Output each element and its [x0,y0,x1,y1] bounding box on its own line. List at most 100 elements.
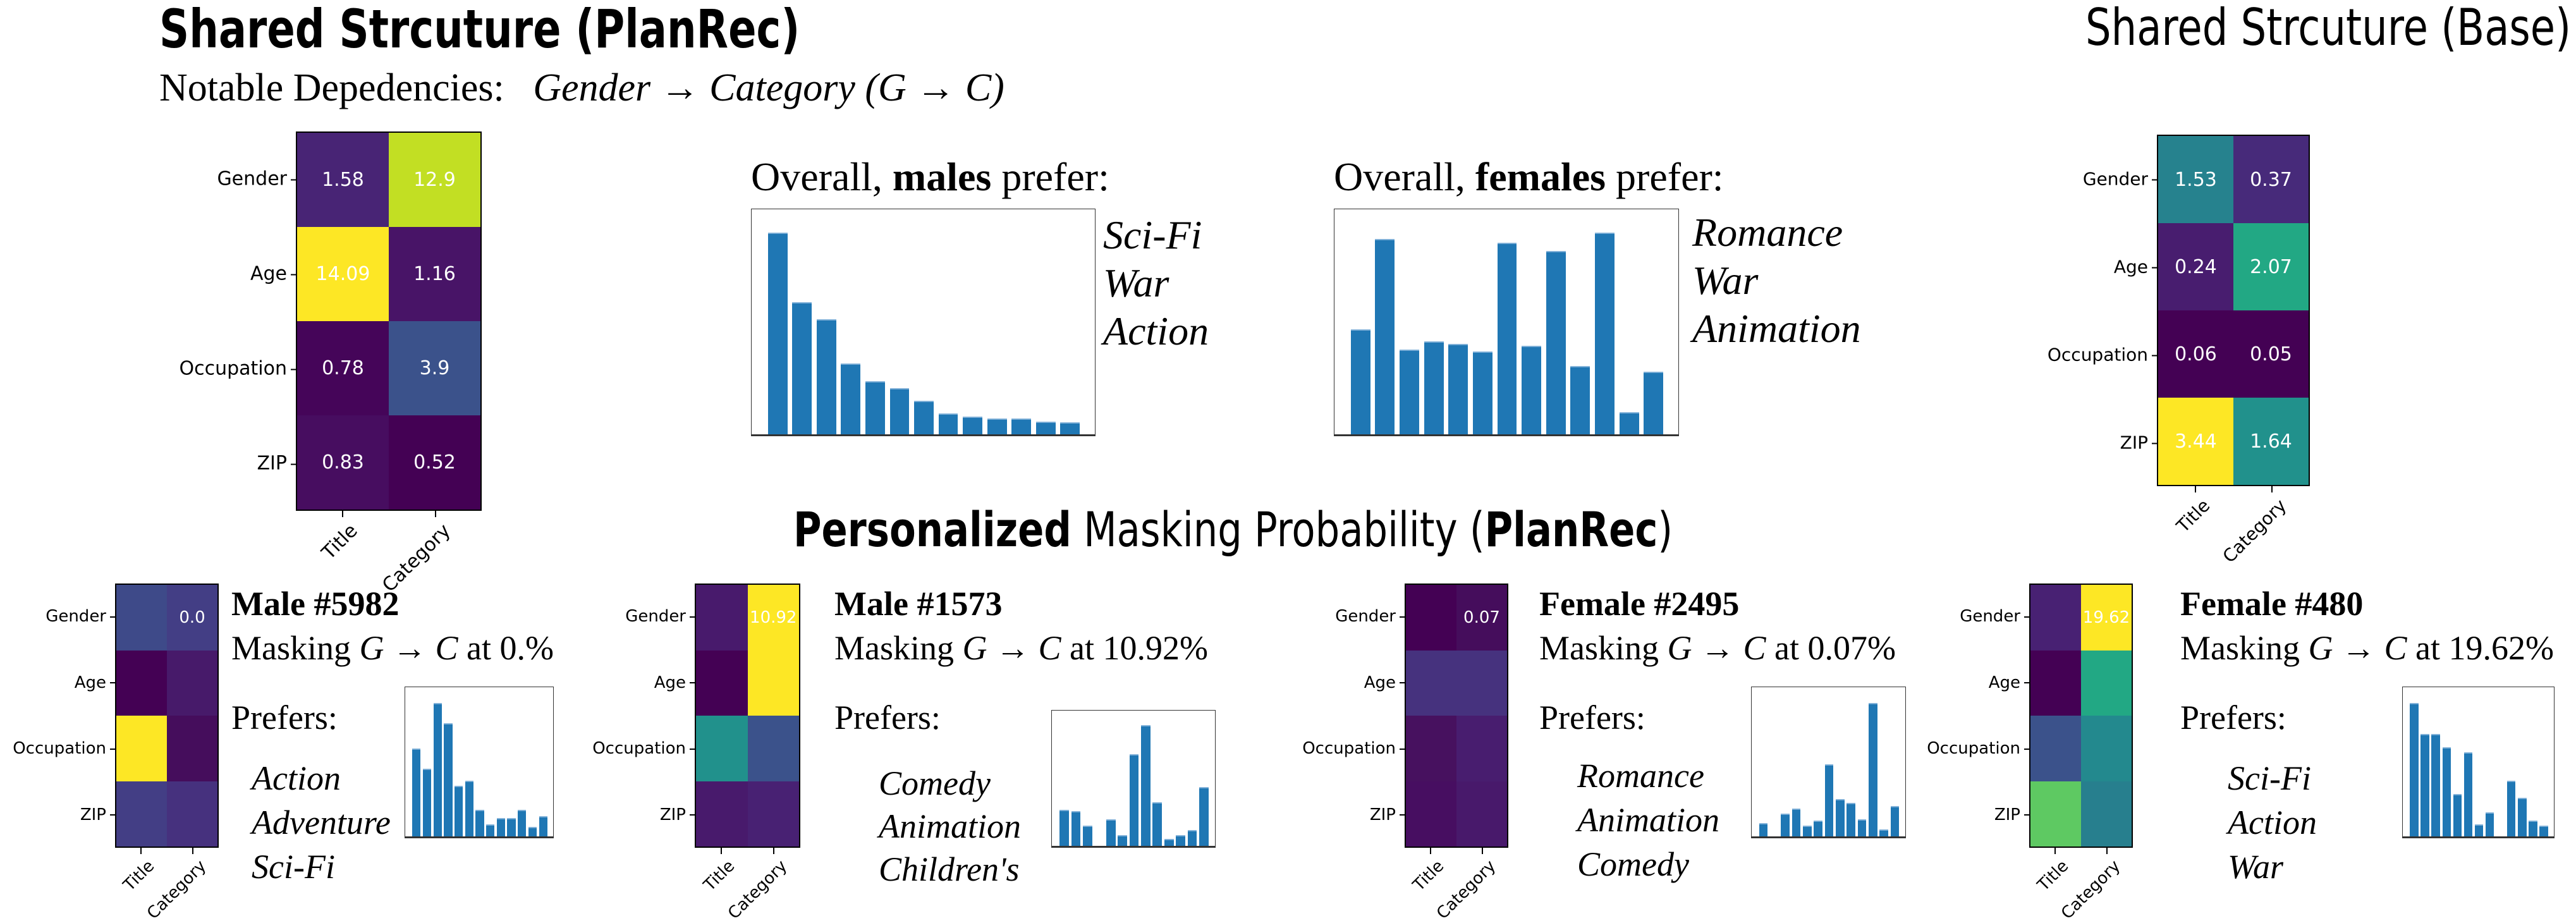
bar [528,827,537,836]
personalized-model: PlanRec [1484,501,1658,558]
bar [1118,834,1127,846]
bar [2431,733,2441,836]
heatmap-cell [2081,781,2132,847]
heatmap-col-label: Title [2034,857,2073,895]
heatmap-cell [1456,716,1507,781]
overall-suffix: prefer: [1606,154,1724,199]
heatmap-x-tick [2271,486,2273,492]
bar [1570,365,1590,434]
heatmap-cell [116,781,167,847]
prefers-label: Prefers: [231,699,338,737]
masking-math: G → C [2308,629,2407,667]
genre-label: Sci-Fi [2228,759,2311,797]
bar [1868,703,1877,836]
bar-plot-area [751,209,1096,436]
overall-group: females [1475,154,1606,199]
genre-label: Animation [1692,306,1861,351]
heatmap-cell [167,781,217,847]
masking-math: G → C [962,629,1061,667]
planrec-shared-title: Shared Strcuture (PlanRec) [159,0,800,60]
heatmap-cell [2030,650,2081,716]
masking-line: Masking G → C at 10.92% [834,631,1208,665]
heatmap-cell [116,716,167,781]
heatmap-x-tick [434,511,436,517]
personalized-bold: Personalized [793,501,1071,558]
heatmap-col-label: Title [2172,495,2214,537]
bar [1802,826,1812,836]
bar [889,388,910,434]
bar-plot-area [1051,710,1216,848]
heatmap-grid: 0.0 [115,584,219,848]
heatmap-col-label: Category [2218,495,2290,567]
heatmap-cell: 12.9 [389,133,480,227]
heatmap-cell [1406,650,1456,716]
bar [1375,238,1395,434]
user-genres-male-1573: Comedy Animation Children's [879,766,1021,895]
heatmap-cell: 0.06 [2158,310,2233,398]
genre-label: Action [1103,309,1209,353]
bar [1781,814,1790,836]
bar [486,824,495,836]
bar [1546,251,1566,434]
heatmap-row-label: Gender [1335,607,1405,626]
heatmap-row-label: Age [1364,673,1405,692]
heatmap-cell [2030,716,2081,781]
bar [1890,805,1900,836]
bar [1595,233,1615,434]
heatmap-row-label: Age [75,673,115,692]
heatmap-grid: 19.62 [2029,584,2133,848]
overall-group: males [892,154,992,199]
masking-suffix: at 0.07% [1766,629,1896,667]
bar [1129,754,1139,846]
heatmap-cell [1456,781,1507,847]
genre-label: War [1103,260,1169,305]
genre-label: Animation [1577,801,1719,839]
prefers-label: Prefers: [1539,699,1645,737]
bar [1011,418,1032,434]
females-overall-genres: Romance War Animation [1692,212,1861,357]
bar [963,416,983,434]
heatmap-row-label: Gender [1960,607,2029,626]
heatmap-cell: 2.07 [2233,223,2309,310]
heatmap-col-label: Title [1409,857,1448,895]
heatmap-cell [116,585,167,651]
prefers-label: Prefers: [2180,699,2286,737]
masking-prefix: Masking [834,629,963,667]
notable-dependencies: Notable Depedencies: Gender → Category (… [159,68,1004,107]
heatmap-row-label: Occupation [1302,739,1405,758]
overall-suffix: prefer: [991,154,1109,199]
heatmap-cell [696,585,748,651]
bar [1059,809,1069,846]
heatmap-row-label: Occupation [2048,344,2157,365]
heatmap-cell: 3.44 [2158,398,2233,485]
heatmap-cell: 3.9 [389,321,480,415]
heatmap-row-label: ZIP [257,453,296,475]
bar-plot-area [1751,687,1906,838]
heatmap-row-label: Gender [2083,168,2157,189]
bar [987,418,1007,434]
user-block-female-480: Female #480 Masking G → C at 19.62% Pref… [2180,587,2554,735]
heatmap-col-label: Title [119,857,159,895]
heatmap-row-label: ZIP [1994,805,2029,824]
heatmap-col-label: Title [700,857,738,895]
heatmap-cell: 0.07 [1456,585,1507,651]
masking-prefix: Masking [1539,629,1668,667]
bar [1199,786,1209,846]
user-genres-female-480: Sci-Fi Action War [2228,761,2317,894]
personalized-title: Personalized Masking Probability (PlanRe… [793,506,1673,554]
bar [2410,703,2419,836]
bar [1857,819,1867,836]
bar [496,817,506,836]
bar [1522,345,1542,434]
user-genres-female-2495: Romance Animation Comedy [1577,759,1719,891]
bar [2517,797,2527,836]
heatmap-row-label: ZIP [1370,805,1405,824]
bar [2474,824,2484,836]
heatmap-cell [116,650,167,716]
bar [2420,733,2430,836]
heatmap-row-label: ZIP [2120,432,2157,453]
bar [412,749,421,836]
bar [914,400,934,434]
heatmap-cell [1406,781,1456,847]
genre-label: War [2228,848,2284,886]
